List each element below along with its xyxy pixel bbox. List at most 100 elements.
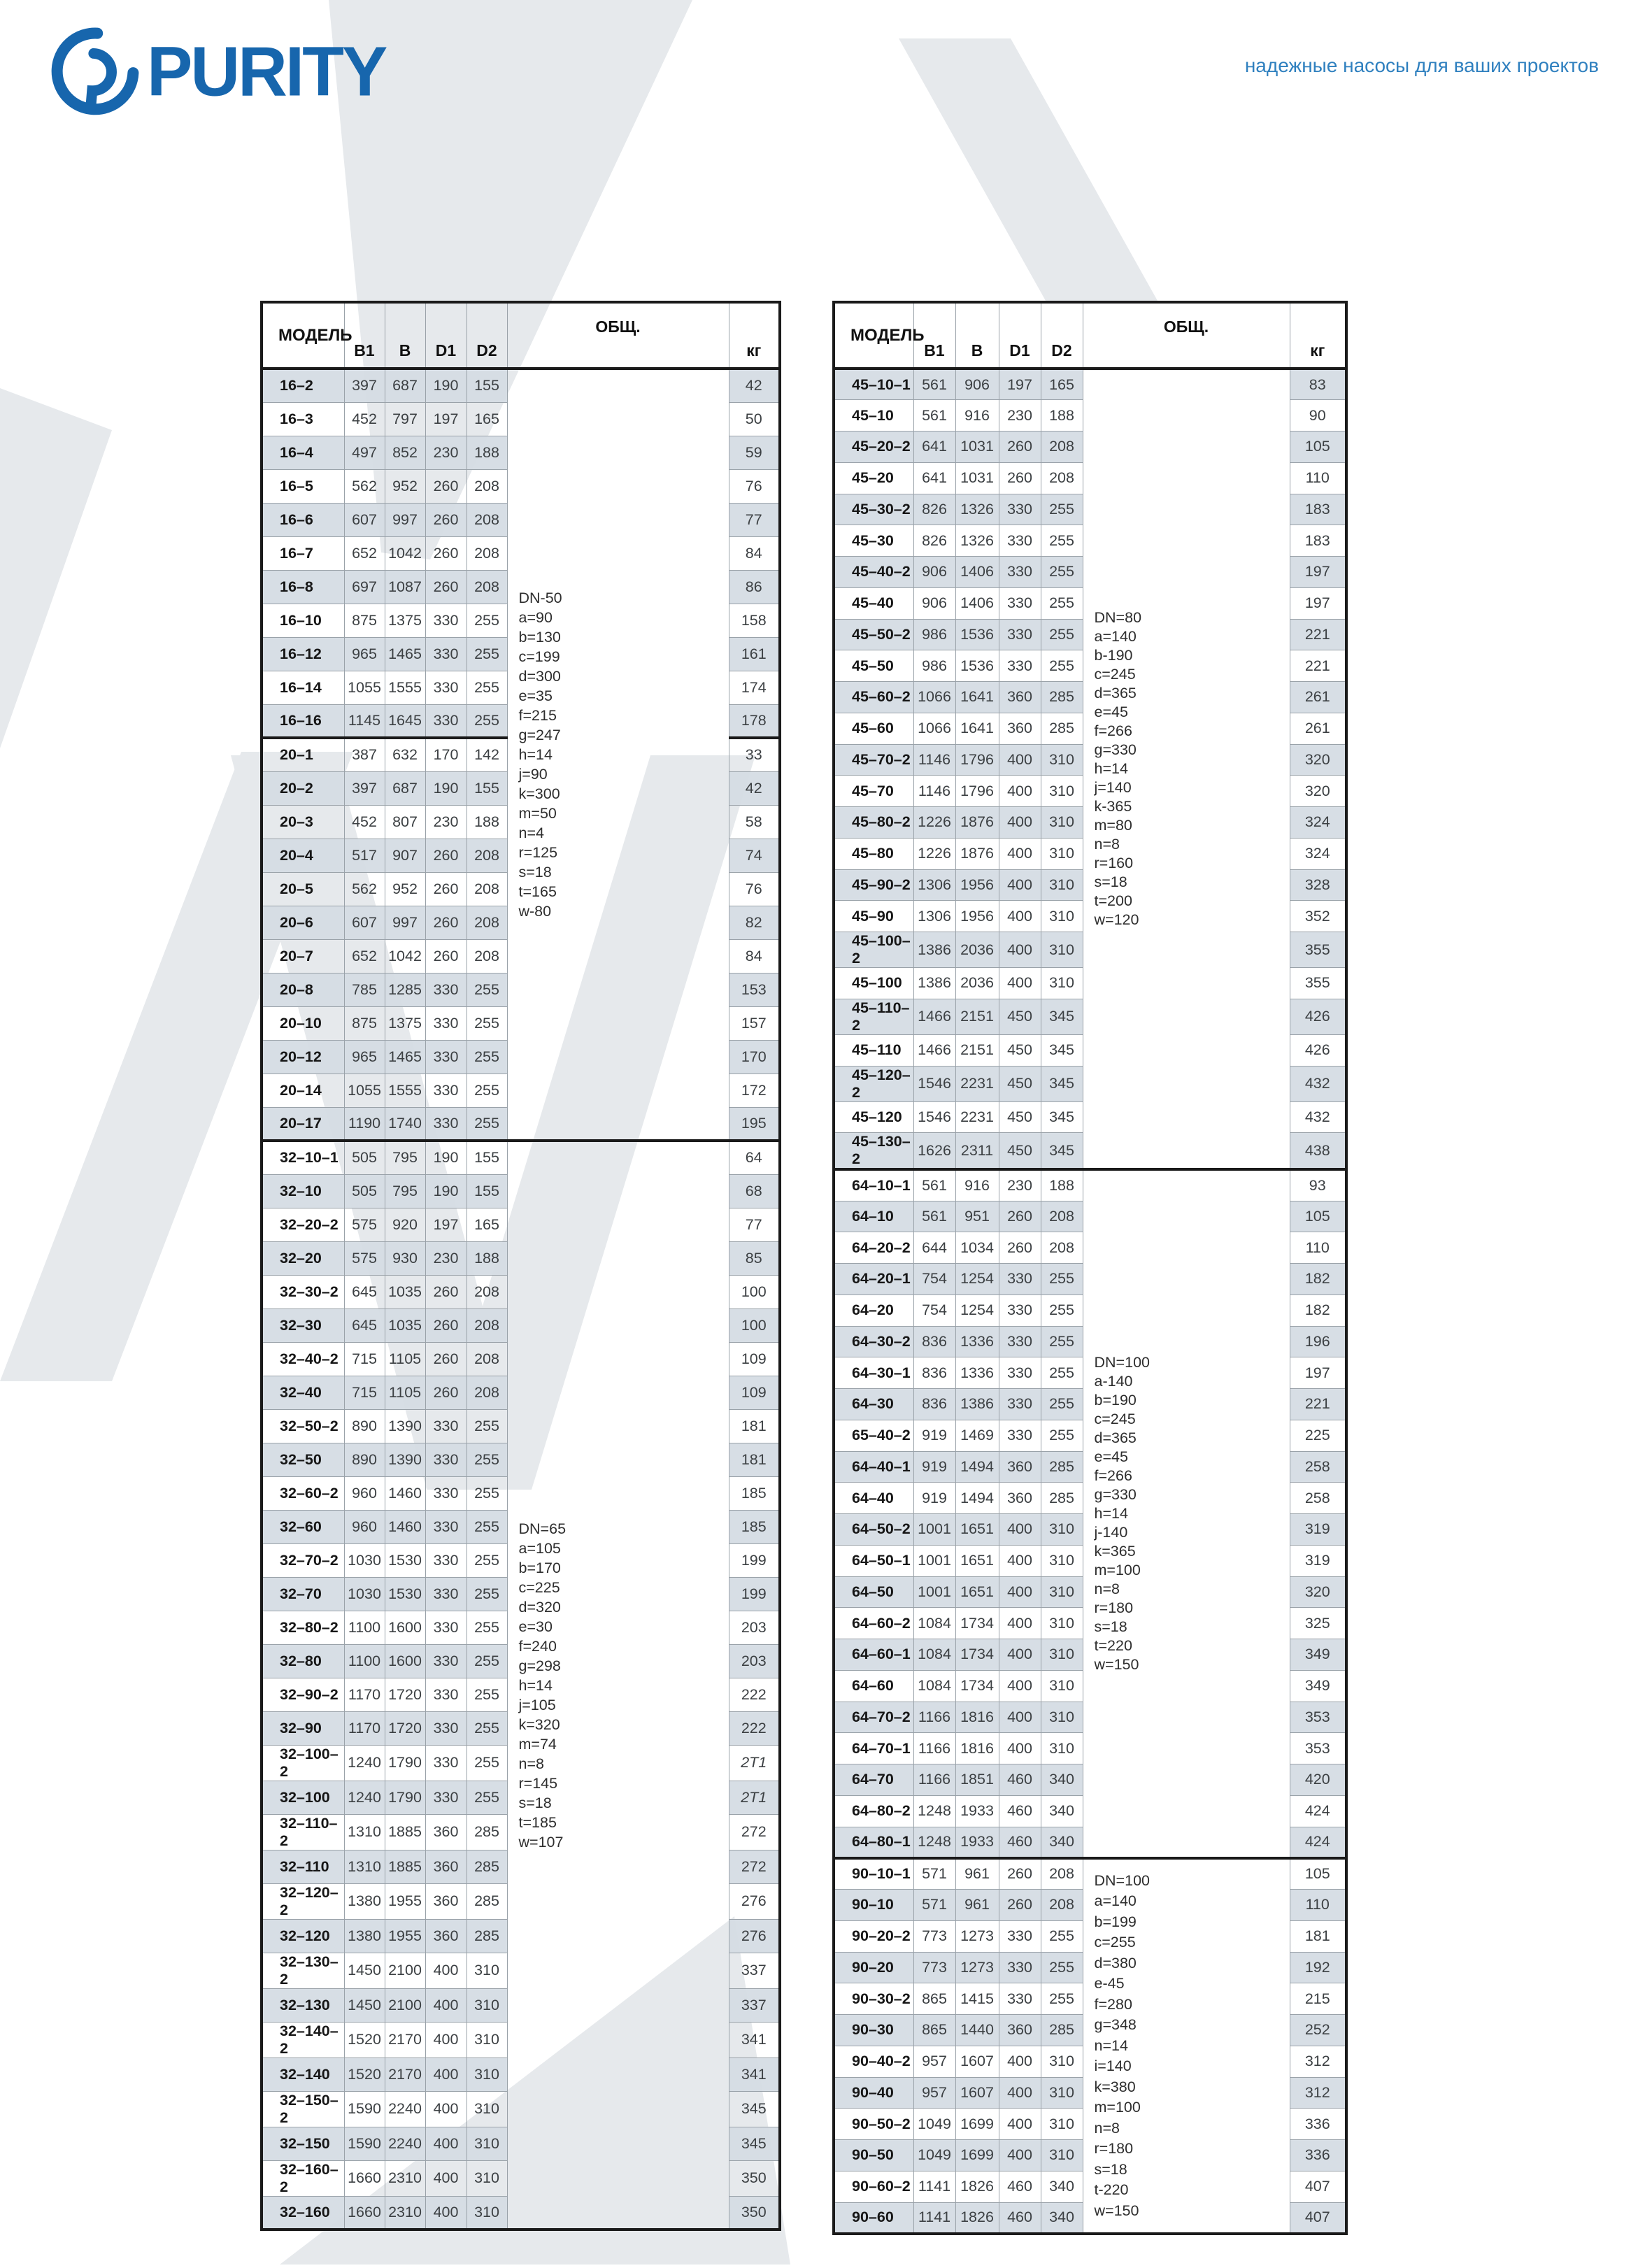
kg-cell: 109 — [728, 1341, 780, 1376]
b-cell: 687 — [384, 368, 426, 403]
b-cell: 2310 — [384, 2195, 426, 2230]
d1-cell: 400 — [998, 932, 1041, 968]
model-cell: 16–16 — [262, 704, 345, 739]
kg-cell: 336 — [1289, 2108, 1346, 2140]
b-cell: 1375 — [384, 603, 426, 638]
b-cell: 1375 — [384, 1006, 426, 1041]
model-cell: 45–60 — [834, 712, 914, 745]
model-cell: 64–10–1 — [834, 1168, 914, 1201]
b1-cell: 1100 — [343, 1643, 385, 1678]
b-cell: 1273 — [955, 1951, 999, 1984]
d2-cell: 285 — [466, 1918, 508, 1953]
d1-cell: 197 — [425, 401, 467, 436]
d2-cell: 255 — [466, 1006, 508, 1041]
b1-cell: 645 — [343, 1274, 385, 1309]
kg-cell: 203 — [728, 1610, 780, 1645]
d2-cell: 255 — [466, 1039, 508, 1074]
d1-cell: 400 — [425, 1952, 467, 1989]
d1-cell: 330 — [425, 1780, 467, 1815]
b1-cell: 571 — [913, 1889, 956, 1921]
d2-cell: 208 — [466, 1308, 508, 1343]
model-cell: 64–80–2 — [834, 1795, 914, 1827]
d2-cell: 310 — [1040, 869, 1083, 901]
table-row: 90–20 773 1273 330 255 192 — [834, 1951, 1346, 1984]
kg-cell: 74 — [728, 838, 780, 873]
b1-cell: 1066 — [913, 681, 956, 713]
kg-cell: 84 — [728, 536, 780, 571]
b1-cell: 1166 — [913, 1732, 956, 1764]
b1-cell: 836 — [913, 1388, 956, 1420]
kg-cell: 100 — [728, 1308, 780, 1343]
d1-cell: 400 — [998, 806, 1041, 839]
model-cell: 90–10–1 — [834, 1856, 914, 1890]
d1-cell: 330 — [425, 603, 467, 638]
table-row: 45–20–2 641 1031 260 208 105 — [834, 431, 1346, 463]
d1-cell: 330 — [425, 1006, 467, 1041]
kg-cell: 197 — [1289, 556, 1346, 588]
d1-cell: 260 — [998, 1232, 1041, 1264]
d1-cell: 400 — [998, 2076, 1041, 2109]
table-row: 45–80 1226 1876 400 310 324 — [834, 837, 1346, 870]
b1-cell: 1141 — [913, 2170, 956, 2203]
kg-cell: 349 — [1289, 1669, 1346, 1702]
kg-cell: 426 — [1289, 1034, 1346, 1067]
model-cell: 64–20 — [834, 1294, 914, 1327]
model-cell: 45–90 — [834, 900, 914, 932]
model-cell: 32–80–2 — [262, 1610, 345, 1645]
b-cell: 1254 — [955, 1263, 999, 1295]
b-cell: 687 — [384, 771, 426, 806]
kg-cell: 325 — [1289, 1607, 1346, 1639]
kg-cell: 181 — [728, 1408, 780, 1443]
column-header-model: МОДЕЛЬ — [262, 301, 352, 370]
d2-cell: 208 — [1040, 1856, 1083, 1890]
model-cell: 20–5 — [262, 871, 345, 906]
model-cell: 32–50–2 — [262, 1408, 345, 1443]
b-cell: 1034 — [955, 1232, 999, 1264]
kg-cell: 183 — [1289, 493, 1346, 526]
kg-cell: 432 — [1289, 1101, 1346, 1134]
b1-cell: 1520 — [343, 2057, 385, 2092]
table-row: 16–5 562 952 260 208 76 — [262, 469, 780, 504]
d2-cell: 208 — [466, 1375, 508, 1410]
d2-cell: 340 — [1040, 1764, 1083, 1796]
d2-cell: 310 — [1040, 1513, 1083, 1546]
kg-cell: 221 — [1289, 1388, 1346, 1420]
b-cell: 1876 — [955, 806, 999, 839]
d1-cell: 400 — [998, 900, 1041, 932]
d2-cell: 285 — [466, 1883, 508, 1920]
model-cell: 45–80 — [834, 837, 914, 870]
kg-cell: 215 — [1289, 1983, 1346, 2015]
b1-cell: 1306 — [913, 869, 956, 901]
d1-cell: 330 — [425, 1073, 467, 1108]
b1-cell: 561 — [913, 1168, 956, 1201]
model-cell: 32–160–2 — [262, 2160, 345, 2197]
b-cell: 1536 — [955, 618, 999, 651]
table-row: 64–70–2 1166 1816 400 310 353 — [834, 1701, 1346, 1734]
b1-cell: 836 — [913, 1325, 956, 1358]
b1-cell: 1310 — [343, 1813, 385, 1850]
b-cell: 2151 — [955, 1034, 999, 1067]
model-cell: 20–8 — [262, 972, 345, 1007]
d2-cell: 310 — [466, 2160, 508, 2197]
model-cell: 90–20–2 — [834, 1920, 914, 1953]
model-cell: 45–80–2 — [834, 806, 914, 839]
d2-cell: 208 — [1040, 462, 1083, 494]
d1-cell: 330 — [425, 704, 467, 739]
model-cell: 45–50–2 — [834, 618, 914, 651]
kg-cell: 59 — [728, 435, 780, 470]
kg-cell: 222 — [728, 1711, 780, 1746]
d2-cell: 255 — [1040, 650, 1083, 682]
kg-cell: 355 — [1289, 932, 1346, 968]
b1-cell: 906 — [913, 587, 956, 620]
table-row: 90–10 571 961 260 208 110 — [834, 1889, 1346, 1921]
b-cell: 1390 — [384, 1442, 426, 1477]
kg-cell: 178 — [728, 704, 780, 739]
b1-cell: 986 — [913, 650, 956, 682]
d2-cell: 255 — [1040, 587, 1083, 620]
table-row: 16–12 965 1465 330 255 161 — [262, 636, 780, 671]
table-row: 45–50 986 1536 330 255 221 — [834, 650, 1346, 682]
kg-cell: 320 — [1289, 1576, 1346, 1609]
kg-cell: 192 — [1289, 1951, 1346, 1984]
d1-cell: 330 — [425, 1610, 467, 1645]
d2-cell: 310 — [1040, 1607, 1083, 1639]
